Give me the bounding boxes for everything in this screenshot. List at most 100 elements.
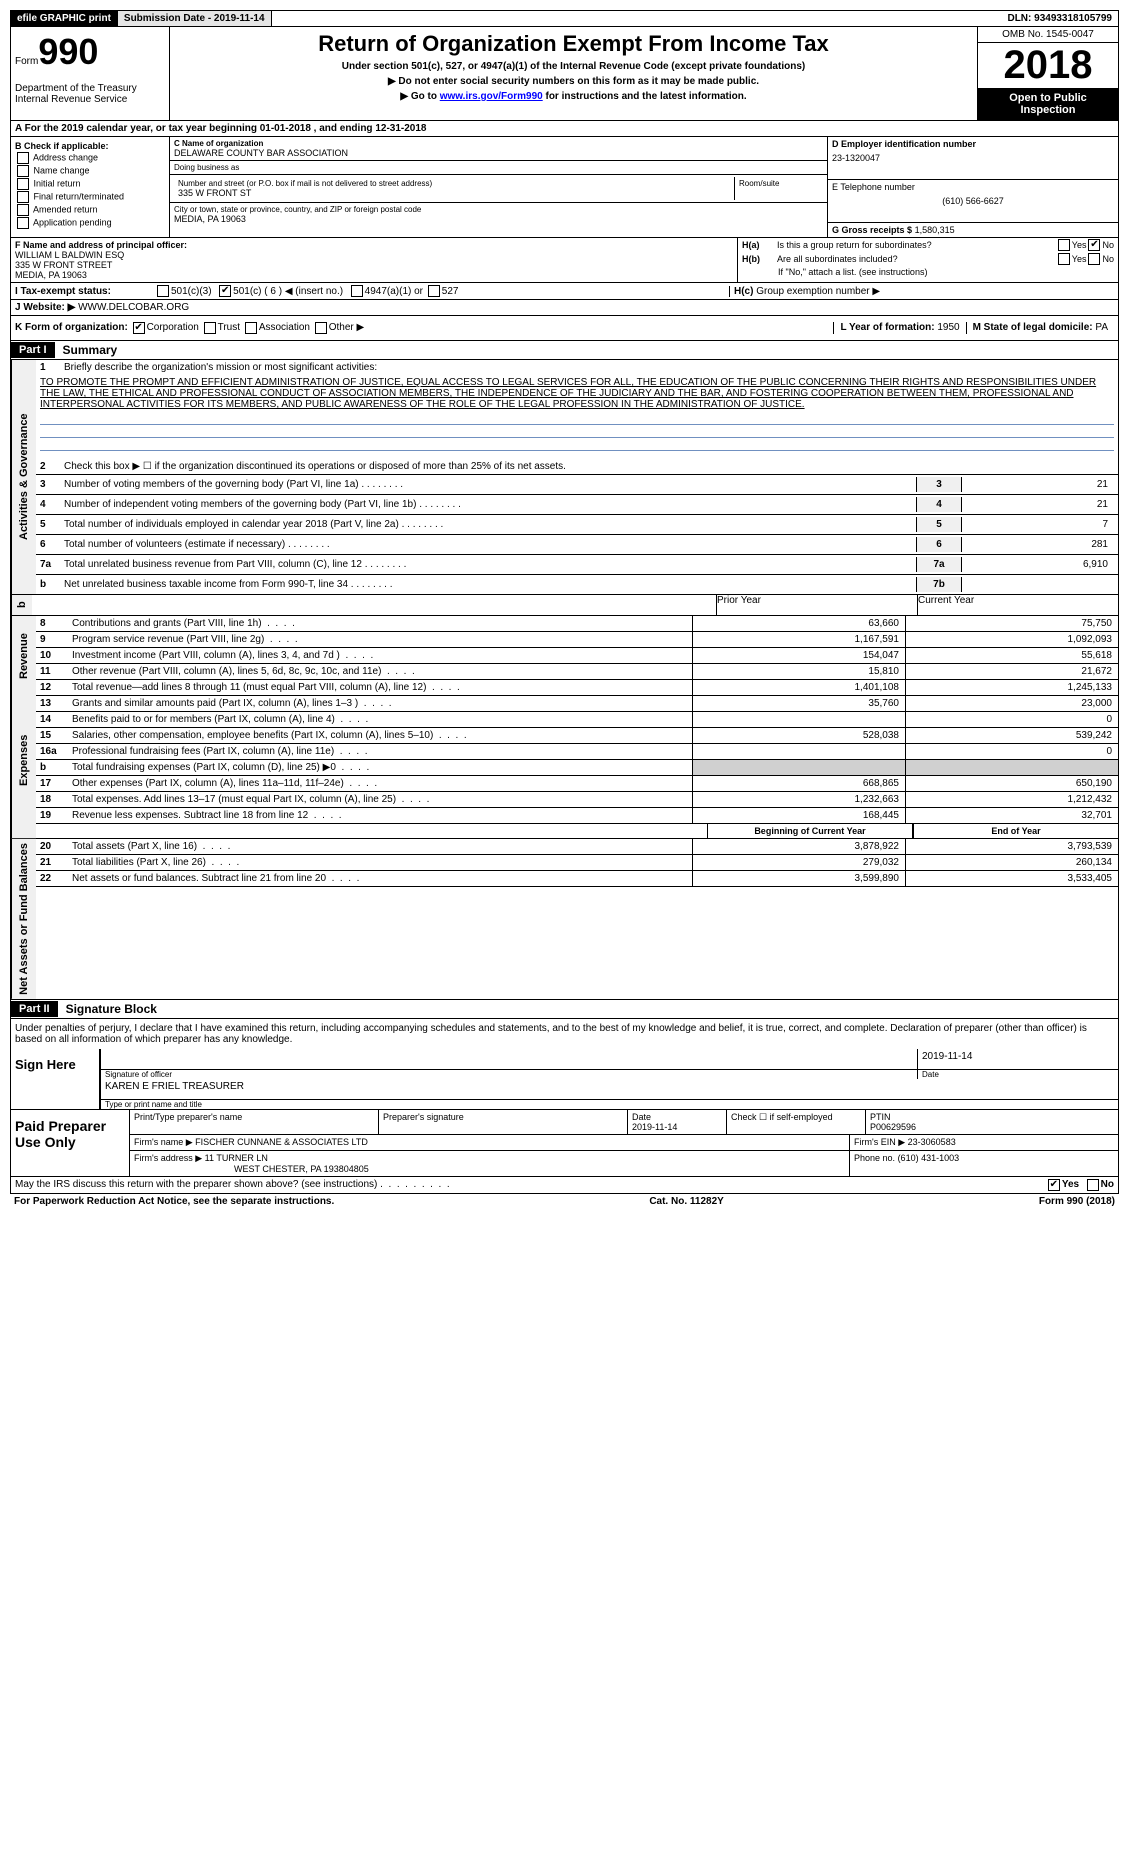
- box-c: C Name of organization DELAWARE COUNTY B…: [170, 137, 827, 237]
- gov-line: 3Number of voting members of the governi…: [36, 474, 1118, 494]
- signature-block: Under penalties of perjury, I declare th…: [10, 1019, 1119, 1177]
- check-address[interactable]: Address change: [15, 152, 165, 164]
- netassets-section: Net Assets or Fund Balances 20Total asse…: [10, 839, 1119, 1000]
- preparer-row: Paid Preparer Use Only Print/Type prepar…: [11, 1109, 1118, 1176]
- expenses-label: Expenses: [11, 696, 36, 824]
- box-h: H(a) Is this a group return for subordin…: [738, 238, 1118, 282]
- officer-name: KAREN E FRIEL TREASURER: [101, 1079, 1118, 1099]
- activities-governance: Activities & Governance 1 Briefly descri…: [10, 360, 1119, 595]
- form-subtitle: Under section 501(c), 527, or 4947(a)(1)…: [174, 61, 973, 72]
- check-amended[interactable]: Amended return: [15, 204, 165, 216]
- financial-line: 11Other revenue (Part VIII, column (A), …: [36, 664, 1118, 680]
- form-title: Return of Organization Exempt From Incom…: [174, 31, 973, 57]
- omb-number: OMB No. 1545-0047: [978, 27, 1118, 43]
- check-pending[interactable]: Application pending: [15, 217, 165, 229]
- form-990-container: efile GRAPHIC print Submission Date - 20…: [10, 10, 1119, 1209]
- instruction-link: ▶ Go to www.irs.gov/Form990 for instruct…: [174, 91, 973, 102]
- ha-yes[interactable]: [1058, 239, 1070, 251]
- mission-statement: TO PROMOTE THE PROMPT AND EFFICIENT ADMI…: [36, 375, 1118, 412]
- gov-line: bNet unrelated business taxable income f…: [36, 574, 1118, 594]
- financial-line: 20Total assets (Part X, line 16) . . . .…: [36, 839, 1118, 855]
- revenue-section-wrap: b Prior Year Current Year: [10, 595, 1119, 616]
- form-number: 990: [38, 31, 98, 72]
- city-state-zip: MEDIA, PA 19063: [174, 214, 823, 224]
- info-grid: B Check if applicable: Address change Na…: [10, 137, 1119, 237]
- tax-year: 2018: [978, 43, 1118, 88]
- declaration-text: Under penalties of perjury, I declare th…: [11, 1019, 1118, 1049]
- part1-header-row: Part I Summary: [10, 341, 1119, 360]
- form-word: Form: [15, 56, 38, 67]
- financial-line: 14Benefits paid to or for members (Part …: [36, 712, 1118, 728]
- efile-button[interactable]: efile GRAPHIC print: [11, 11, 117, 26]
- current-year-header: Current Year: [917, 595, 1118, 615]
- financial-line: 12Total revenue—add lines 8 through 11 (…: [36, 680, 1118, 696]
- row-f-h: F Name and address of principal officer:…: [10, 237, 1119, 282]
- gross-receipts: 1,580,315: [915, 225, 955, 235]
- box-d: D Employer identification number 23-1320…: [828, 137, 1118, 180]
- header-center: Return of Organization Exempt From Incom…: [170, 27, 977, 120]
- financial-line: 19Revenue less expenses. Subtract line 1…: [36, 808, 1118, 824]
- check-name[interactable]: Name change: [15, 165, 165, 177]
- check-initial[interactable]: Initial return: [15, 178, 165, 190]
- street-row: Number and street (or P.O. box if mail i…: [170, 175, 827, 203]
- check-final[interactable]: Final return/terminated: [15, 191, 165, 203]
- inspection-notice: Open to Public Inspection: [978, 88, 1118, 120]
- financial-line: 13Grants and similar amounts paid (Part …: [36, 696, 1118, 712]
- part2-title: Signature Block: [58, 1000, 1118, 1018]
- financial-line: 17Other expenses (Part IX, column (A), l…: [36, 776, 1118, 792]
- revenue-section: Revenue 8Contributions and grants (Part …: [10, 616, 1119, 696]
- gov-line: 6Total number of volunteers (estimate if…: [36, 534, 1118, 554]
- ha-no[interactable]: [1088, 239, 1100, 251]
- discuss-row: May the IRS discuss this return with the…: [10, 1177, 1119, 1194]
- financial-line: 18Total expenses. Add lines 13–17 (must …: [36, 792, 1118, 808]
- instruction-ssn: ▶ Do not enter social security numbers o…: [174, 76, 973, 87]
- box-e: E Telephone number (610) 566-6627: [828, 180, 1118, 223]
- expenses-section: Expenses 13Grants and similar amounts pa…: [10, 696, 1119, 824]
- header-left: Form990 Department of the TreasuryIntern…: [11, 27, 170, 120]
- irs-link[interactable]: www.irs.gov/Form990: [440, 91, 543, 102]
- part2-header-row: Part II Signature Block: [10, 1000, 1119, 1019]
- top-bar: efile GRAPHIC print Submission Date - 20…: [10, 10, 1119, 27]
- street-address: 335 W FRONT ST: [178, 188, 730, 198]
- hb-no[interactable]: [1088, 253, 1100, 265]
- sig-date: 2019-11-14: [918, 1049, 1118, 1070]
- dln-number: DLN: 93493318105799: [1001, 11, 1118, 26]
- netassets-label: Net Assets or Fund Balances: [11, 839, 36, 999]
- prior-year-header: Prior Year: [716, 595, 917, 615]
- submission-date: Submission Date - 2019-11-14: [117, 11, 272, 26]
- box-b: B Check if applicable: Address change Na…: [11, 137, 170, 237]
- discuss-no[interactable]: [1087, 1179, 1099, 1191]
- ein-value: 23-1320047: [832, 153, 1114, 163]
- begin-year-header: Beginning of Current Year: [707, 824, 913, 838]
- preparer-label: Paid Preparer Use Only: [11, 1110, 129, 1176]
- website-value: WWW.DELCOBAR.ORG: [78, 302, 189, 313]
- city-row: City or town, state or province, country…: [170, 203, 827, 226]
- org-name-row: C Name of organization DELAWARE COUNTY B…: [170, 137, 827, 161]
- end-year-header: End of Year: [913, 824, 1118, 838]
- hb-yes[interactable]: [1058, 253, 1070, 265]
- department-text: Department of the TreasuryInternal Reven…: [15, 83, 165, 105]
- header-right: OMB No. 1545-0047 2018 Open to Public In…: [977, 27, 1118, 120]
- sign-here-label: Sign Here: [11, 1049, 99, 1109]
- netassets-header-wrap: Beginning of Current Year End of Year: [10, 824, 1119, 839]
- discuss-yes[interactable]: [1048, 1179, 1060, 1191]
- part1-label: Part I: [11, 342, 55, 358]
- box-g: G Gross receipts $ 1,580,315: [828, 223, 1118, 237]
- officer-sig-line[interactable]: [101, 1049, 917, 1070]
- section-a-row: A For the 2019 calendar year, or tax yea…: [10, 121, 1119, 137]
- financial-line: 22Net assets or fund balances. Subtract …: [36, 871, 1118, 887]
- financial-line: 15Salaries, other compensation, employee…: [36, 728, 1118, 744]
- financial-line: 10Investment income (Part VIII, column (…: [36, 648, 1118, 664]
- sign-here-row: Sign Here Signature of officer 2019-11-1…: [11, 1049, 1118, 1109]
- row-j: J Website: ▶ WWW.DELCOBAR.ORG: [10, 300, 1119, 316]
- gov-line: 5Total number of individuals employed in…: [36, 514, 1118, 534]
- row-k: K Form of organization: Corporation Trus…: [10, 316, 1119, 341]
- box-f: F Name and address of principal officer:…: [11, 238, 738, 282]
- gov-label: Activities & Governance: [11, 360, 36, 594]
- form-header: Form990 Department of the TreasuryIntern…: [10, 27, 1119, 121]
- revenue-label: Revenue: [11, 616, 36, 696]
- part1-title: Summary: [55, 341, 1118, 359]
- info-right-col: D Employer identification number 23-1320…: [827, 137, 1118, 237]
- footer-final: For Paperwork Reduction Act Notice, see …: [10, 1194, 1119, 1209]
- part2-label: Part II: [11, 1001, 58, 1017]
